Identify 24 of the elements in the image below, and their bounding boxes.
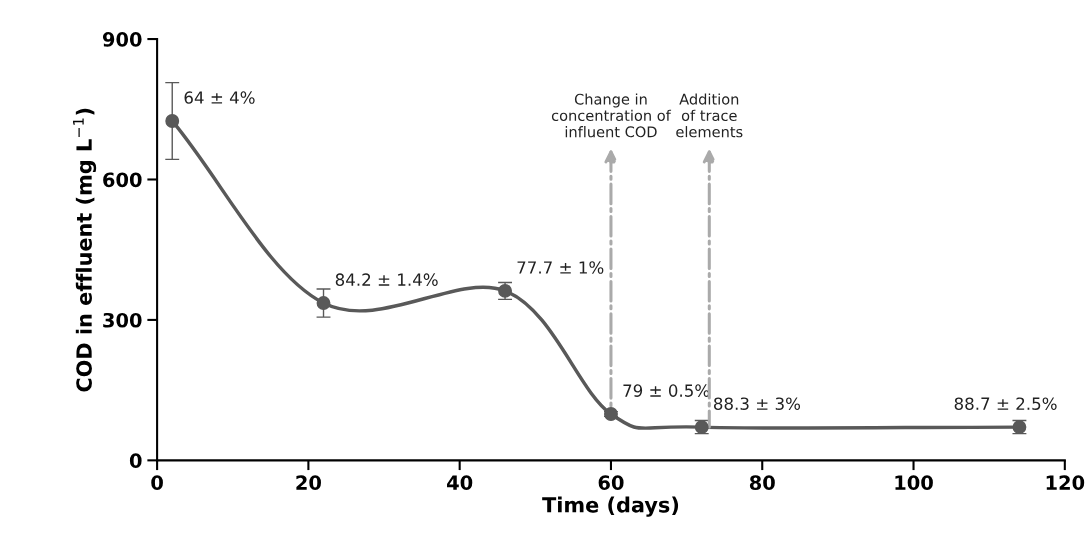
x-tick-label: 100 (895, 475, 933, 490)
y-axis-title: COD in effluent (mg L$^{−1}$) (73, 108, 97, 392)
x-tick-label: 0 (151, 475, 163, 490)
annotation: Change in concentration of influent COD (551, 93, 672, 138)
x-tick-label: 120 (1046, 475, 1085, 490)
y-tick-label: 900 (102, 32, 142, 47)
x-axis-title: Time (days) (542, 496, 679, 517)
annotation: 64 ± 4% (184, 91, 255, 104)
y-tick-label: 600 (103, 172, 142, 188)
annotation: Addition of trace elements (676, 93, 743, 138)
point (604, 407, 618, 421)
y-tick-label: 0 (129, 453, 142, 469)
annotation: 79 ± 0.5% (623, 384, 710, 397)
annotation: 77.7 ± 1% (517, 261, 604, 274)
x-tick-label: 60 (598, 475, 624, 490)
x-tick-label: 40 (447, 475, 473, 490)
point (165, 114, 180, 128)
annotation: 88.7 ± 2.5% (954, 397, 1057, 410)
y-tick-label: 300 (103, 312, 142, 328)
point (316, 296, 331, 311)
x-tick-label: 20 (296, 475, 321, 490)
annotation: 84.2 ± 1.4% (335, 273, 438, 286)
x-tick-label: 80 (749, 475, 775, 490)
annotation: 88.3 ± 3% (713, 397, 801, 410)
